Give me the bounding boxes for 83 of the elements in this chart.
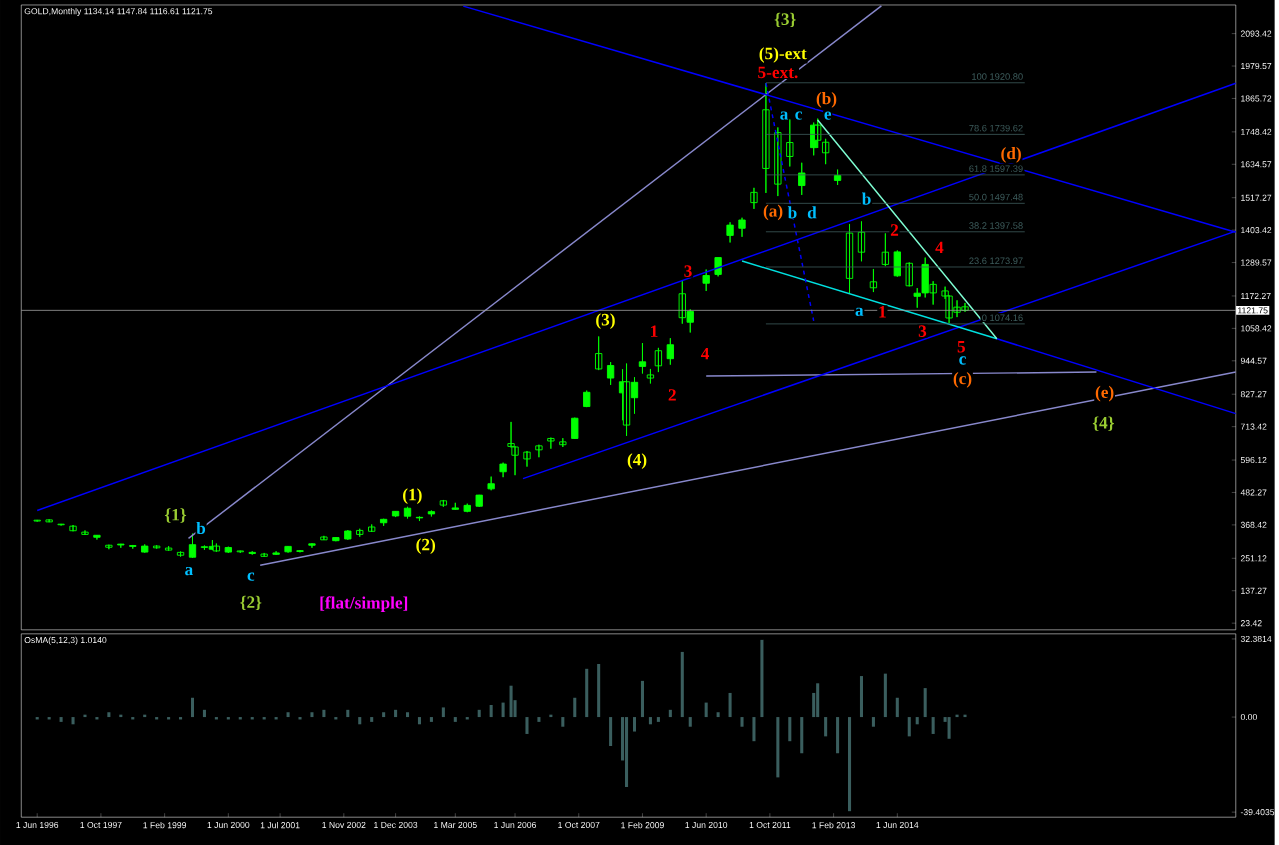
annotation: 1 (651, 325, 658, 337)
y-tick-label: 944.57 (1240, 357, 1267, 364)
annotation: a (780, 111, 789, 120)
annotation: 3 (684, 265, 692, 277)
y-tick-label: 1865.72 (1241, 95, 1272, 102)
annotation: a (855, 307, 864, 316)
x-tick-label: 1 Mar 2005 (434, 821, 477, 828)
series-label: 23.6 1273.97 (969, 257, 1023, 265)
y-tick-label: 251.12 (1240, 555, 1267, 562)
y-tick-label: 32.3814 (1240, 635, 1272, 642)
annotation: {2} (240, 595, 262, 611)
annotation: {1} (164, 508, 187, 523)
y-tick-label: 0.00 (1240, 713, 1257, 721)
annotation: 4 (935, 241, 944, 254)
y-tick-label: 1748.42 (1241, 128, 1272, 135)
x-tick-label: 1 Feb 2009 (621, 821, 664, 829)
annotation: (3) (596, 313, 615, 329)
y-tick-label: 1979.57 (1241, 62, 1272, 70)
annotation: 2 (890, 224, 899, 236)
annotation: 5-ext. (758, 66, 798, 79)
x-tick-label: 1 Nov 2002 (322, 821, 366, 828)
x-tick-label: 1 Feb 2013 (812, 821, 856, 829)
annotation: (a) (763, 204, 783, 221)
x-tick-label: 1 Jul 2001 (260, 821, 300, 829)
annotation: (d) (1001, 147, 1021, 163)
series-label: 38.2 1397.58 (969, 222, 1023, 229)
y-tick-label: 596.12 (1240, 456, 1267, 464)
annotation: {4} (1092, 416, 1114, 431)
annotation: (2) (416, 538, 436, 554)
series-label: 78.6 1739.62 (969, 124, 1023, 132)
ref-line-label: 1121.75 (1238, 307, 1268, 314)
series-label: 61.8 1597.39 (969, 165, 1023, 172)
annotation: 5 (957, 340, 965, 353)
x-tick-label: 1 Oct 2011 (749, 821, 791, 828)
y-tick-label: 1403.42 (1241, 227, 1272, 234)
series-label: 50.0 1497.48 (969, 193, 1023, 201)
series-label: 100 1920.80 (972, 73, 1023, 80)
annotation: c (247, 572, 255, 581)
annotation: 4 (700, 347, 710, 360)
y-tick-label: 1517.27 (1241, 194, 1272, 201)
series-label: 0 1074.16 (982, 314, 1023, 321)
y-tick-label: 2093.42 (1240, 30, 1272, 37)
annotation: (c) (953, 372, 972, 388)
annotation: b (196, 521, 206, 535)
x-tick-label: 1 Oct 1997 (80, 821, 122, 828)
x-tick-label: 1 Jun 2014 (876, 821, 919, 828)
annotation: 3 (918, 325, 927, 337)
x-tick-label: 1 Jun 2010 (685, 821, 728, 828)
y-tick-label: 23.42 (1240, 620, 1262, 627)
y-tick-label: 827.27 (1240, 391, 1267, 398)
x-tick-label: 1 Feb 1999 (143, 821, 187, 829)
annotation: [flat/simple] (320, 596, 408, 613)
y-tick-label: 1289.57 (1241, 259, 1272, 266)
chart-title: GOLD,Monthly 1134.14 1147.84 1116.61 1121.75 (24, 7, 213, 16)
annotation: 1 (879, 306, 886, 318)
y-tick-label: 482.27 (1240, 489, 1267, 496)
annotation: (b) (816, 92, 837, 108)
annotation: c (959, 356, 966, 365)
y-tick-label: 368.42 (1240, 521, 1267, 528)
chart-title: OsMA(5,12,3) 1.0140 (24, 636, 107, 645)
x-tick-label: 1 Jun 2006 (494, 821, 537, 828)
annotation: b (862, 192, 871, 205)
y-tick-label: 713.42 (1240, 423, 1267, 430)
annotation: e (824, 111, 832, 120)
annotation: a (185, 566, 193, 576)
y-tick-label: 1058.42 (1241, 325, 1272, 332)
annotation: (e) (1095, 385, 1114, 402)
y-tick-label: 1634.57 (1241, 161, 1272, 168)
y-tick-label: 137.27 (1241, 587, 1267, 594)
annotation: (4) (627, 453, 647, 469)
x-tick-label: 1 Oct 2007 (558, 821, 600, 828)
x-tick-label: 1 Jun 1996 (16, 821, 59, 828)
x-tick-label: 1 Jun 2000 (207, 821, 250, 828)
annotation: (5)-ext (759, 47, 807, 63)
y-tick-label: 1172.27 (1241, 292, 1271, 299)
annotation: 2 (668, 389, 676, 401)
annotation: d (807, 206, 817, 219)
annotation: {3} (774, 12, 796, 28)
annotation: (1) (403, 488, 422, 504)
annotation: b (787, 206, 797, 219)
x-tick-label: 1 Dec 2003 (374, 821, 418, 828)
y-tick-label: -39.4035 (1240, 809, 1275, 816)
annotation: c (795, 111, 802, 120)
